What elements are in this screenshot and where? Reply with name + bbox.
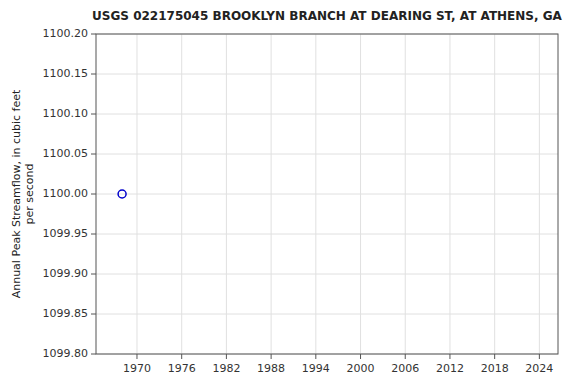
- tick-mark: [405, 354, 406, 359]
- grid-line: [96, 154, 558, 155]
- grid-line: [405, 34, 406, 354]
- grid-line: [96, 114, 558, 115]
- tick-mark: [315, 354, 316, 359]
- grid-line: [271, 34, 272, 354]
- tick-label: 1099.85: [43, 307, 89, 320]
- tick-label: 1099.80: [43, 347, 89, 360]
- tick-mark: [91, 194, 96, 195]
- tick-mark: [271, 354, 272, 359]
- tick-label: 1099.95: [43, 227, 89, 240]
- grid: [96, 34, 558, 354]
- tick-label: 1099.90: [43, 267, 89, 280]
- tick-mark: [494, 354, 495, 359]
- point: [118, 190, 126, 198]
- tick-label: 2006: [391, 362, 419, 375]
- tick-mark: [91, 154, 96, 155]
- tick-label: 2000: [347, 362, 375, 375]
- plot-frame: [96, 34, 558, 354]
- grid-line: [449, 34, 450, 354]
- tick-mark: [91, 314, 96, 315]
- tick-label: 1970: [123, 362, 151, 375]
- tick-mark: [360, 354, 361, 359]
- grid-line: [136, 34, 137, 354]
- chart: 1099.80 1099.85 1099.90 1099.95 1100.00 1100.…: [0, 0, 576, 384]
- background: [0, 0, 576, 384]
- tick-mark: [91, 354, 96, 355]
- tick-mark: [449, 354, 450, 359]
- tick-label: 2018: [481, 362, 509, 375]
- tick-mark: [181, 354, 182, 359]
- grid-line: [315, 34, 316, 354]
- tick-mark: [91, 74, 96, 75]
- tick-label: 1994: [302, 362, 330, 375]
- tick-label: 1100.15: [43, 67, 89, 80]
- axis-label-line: per second: [23, 164, 36, 225]
- grid-line: [96, 194, 558, 195]
- tick-mark: [91, 34, 96, 35]
- grid-line: [96, 274, 558, 275]
- grid-line: [360, 34, 361, 354]
- tick-label: 1100.05: [43, 147, 89, 160]
- tick-label: 1100.20: [43, 27, 89, 40]
- tick-label: 1976: [168, 362, 196, 375]
- grid-line: [539, 34, 540, 354]
- tick-label: 1988: [257, 362, 285, 375]
- tick-mark: [539, 354, 540, 359]
- axis-label-line: Annual Peak Streamflow, in cubic feet: [10, 89, 23, 298]
- grid-line: [96, 314, 558, 315]
- tick-label: 2024: [525, 362, 553, 375]
- chart-container: 1099.80 1099.85 1099.90 1099.95 1100.00 1100.…: [0, 0, 576, 384]
- tick-mark: [91, 234, 96, 235]
- tick-mark: [136, 354, 137, 359]
- tick-label: 2012: [436, 362, 464, 375]
- axes: 1099.80 1099.85 1099.90 1099.95 1100.00 1100.…: [43, 27, 559, 375]
- grid-line: [96, 74, 558, 75]
- tick-mark: [226, 354, 227, 359]
- axis-label: Annual Peak Streamflow, in cubic feetper…: [10, 89, 36, 298]
- grid-line: [494, 34, 495, 354]
- grid-line: [181, 34, 182, 354]
- grid-line: [96, 234, 558, 235]
- marks: [118, 190, 126, 198]
- tick-mark: [91, 114, 96, 115]
- tick-label: 1982: [212, 362, 240, 375]
- title: USGS 022175045 BROOKLYN BRANCH AT DEARIN…: [92, 9, 562, 23]
- tick-label: 1100.10: [43, 107, 89, 120]
- grid-line: [226, 34, 227, 354]
- tick-mark: [91, 274, 96, 275]
- tick-label: 1100.00: [43, 187, 89, 200]
